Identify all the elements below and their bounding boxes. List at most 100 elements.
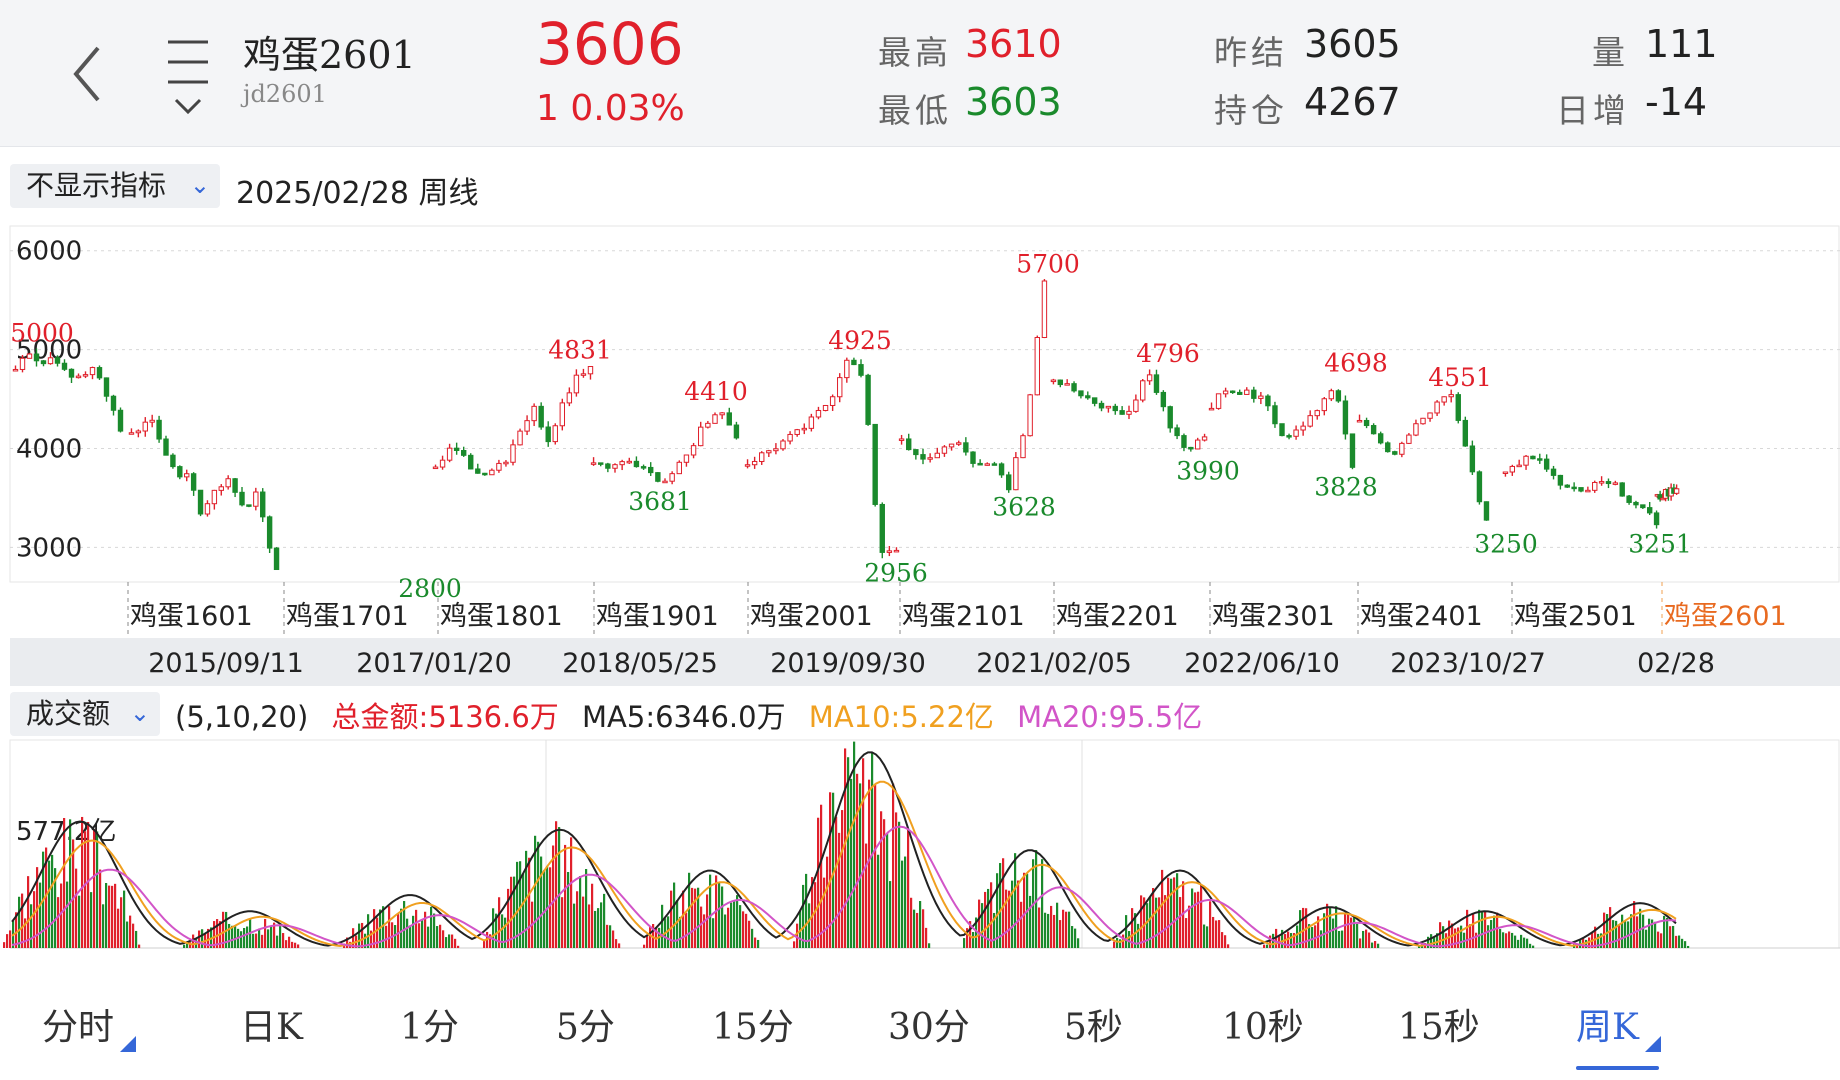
- back-button[interactable]: [62, 40, 118, 108]
- tab-8[interactable]: 15秒: [1398, 998, 1480, 1050]
- volume-bar: [1116, 937, 1119, 948]
- volume-bar: [730, 902, 733, 948]
- volume-bar: [252, 933, 255, 948]
- volume-bar: [865, 843, 868, 948]
- volume-bar: [24, 918, 27, 948]
- candle-body: [61, 362, 68, 370]
- candle-body: [163, 438, 169, 456]
- tab-1[interactable]: 日K: [240, 998, 303, 1050]
- volume-bar: [84, 831, 87, 948]
- candle-body: [1222, 390, 1229, 395]
- tab-9[interactable]: 周K: [1576, 998, 1661, 1070]
- contract-menu-button[interactable]: [164, 36, 212, 122]
- volume-bar: [1155, 897, 1158, 948]
- candle-body: [1571, 486, 1577, 490]
- candle-body: [1557, 474, 1564, 486]
- candle-body: [204, 503, 211, 515]
- volume-bar: [966, 928, 969, 948]
- candle-body: [1321, 398, 1327, 412]
- volume-bar: [1143, 897, 1146, 948]
- candle-body: [225, 478, 231, 488]
- tab-4[interactable]: 15分: [712, 998, 794, 1050]
- volume-bar: [718, 882, 721, 948]
- volume-bar: [1053, 914, 1056, 948]
- tab-3[interactable]: 5分: [556, 998, 615, 1050]
- candle-body: [135, 430, 142, 434]
- volume-chart[interactable]: 577.2亿: [0, 738, 1840, 960]
- volume-bar: [1290, 933, 1293, 948]
- volume-bar: [1457, 927, 1460, 948]
- volume-bar: [376, 917, 379, 948]
- volume-bar: [1170, 878, 1173, 948]
- candle-body: [963, 442, 969, 453]
- volume-bar: [1493, 915, 1496, 948]
- volume-bar: [243, 927, 246, 948]
- volume-bar: [832, 792, 835, 948]
- volume-bar: [397, 913, 400, 948]
- candle-body: [1286, 435, 1292, 438]
- volume-bar: [418, 923, 421, 948]
- candle-body: [970, 451, 976, 464]
- volume-bar: [207, 928, 210, 948]
- volume-bar: [685, 912, 688, 948]
- volume-total: 总金额:5136.6万: [331, 700, 559, 734]
- tab-7[interactable]: 10秒: [1222, 998, 1304, 1050]
- candle-body: [984, 463, 990, 466]
- candle-body: [815, 409, 822, 418]
- candle-body: [619, 461, 625, 466]
- volume-bar: [1532, 945, 1535, 948]
- tab-0[interactable]: 分时: [42, 998, 137, 1052]
- volume-bar: [844, 748, 847, 948]
- candle-body: [1258, 395, 1264, 399]
- volume-bar: [826, 856, 829, 948]
- tab-2[interactable]: 1分: [400, 998, 459, 1050]
- candle-body: [1237, 391, 1243, 395]
- volume-bar: [582, 896, 585, 948]
- volume-bar: [724, 914, 727, 948]
- volume-indicator-label: 成交额: [26, 697, 111, 730]
- volume-bar: [183, 944, 186, 948]
- volume-bar: [270, 926, 273, 948]
- extreme-annotation: 3628: [992, 492, 1056, 521]
- volume-bar: [457, 945, 460, 948]
- contract-label: 鸡蛋1901: [596, 601, 719, 632]
- volume-bar: [1017, 880, 1020, 948]
- volume-bar: [552, 845, 555, 948]
- candle-body: [40, 360, 47, 365]
- indicator-dropdown[interactable]: 不显示指标 ⌄: [10, 164, 220, 208]
- daily-inc-value: -14: [1645, 80, 1708, 124]
- volume-bar: [1618, 924, 1621, 948]
- volume-bar: [105, 882, 108, 948]
- volume-bar: [421, 919, 424, 948]
- volume-bar: [228, 923, 231, 948]
- tab-5[interactable]: 30分: [888, 998, 970, 1050]
- volume-bar: [1179, 897, 1182, 948]
- candle-body: [54, 357, 61, 364]
- candle-body: [991, 463, 998, 466]
- volume-bar: [1529, 943, 1532, 948]
- volume-bar: [1038, 907, 1041, 948]
- candlestick-chart[interactable]: 6000500040003000500048312800441036814925…: [0, 220, 1840, 690]
- volume-bar: [126, 921, 129, 948]
- volume-bar: [1071, 926, 1074, 948]
- candle-body: [1406, 434, 1412, 444]
- tab-label: 日K: [240, 1007, 303, 1048]
- volume-bar: [1200, 885, 1203, 948]
- volume-bar: [1338, 930, 1341, 948]
- volume-bar: [294, 942, 297, 948]
- volume-indicator-dropdown[interactable]: 成交额 ⌄: [10, 692, 160, 736]
- candle-body: [156, 419, 162, 440]
- candle-body: [496, 462, 502, 471]
- volume-bar: [993, 912, 996, 948]
- volume-bar: [913, 909, 916, 948]
- volume-bar: [591, 883, 594, 948]
- volume-bar: [1299, 910, 1302, 948]
- candle-body: [1105, 405, 1112, 409]
- volume-bar: [291, 941, 294, 948]
- candle-body: [1462, 419, 1469, 447]
- volume-bar: [1317, 916, 1320, 948]
- volume-bar: [1365, 929, 1368, 948]
- tab-6[interactable]: 5秒: [1064, 998, 1123, 1050]
- candle-body: [26, 353, 33, 359]
- tab-label: 15分: [712, 1007, 794, 1048]
